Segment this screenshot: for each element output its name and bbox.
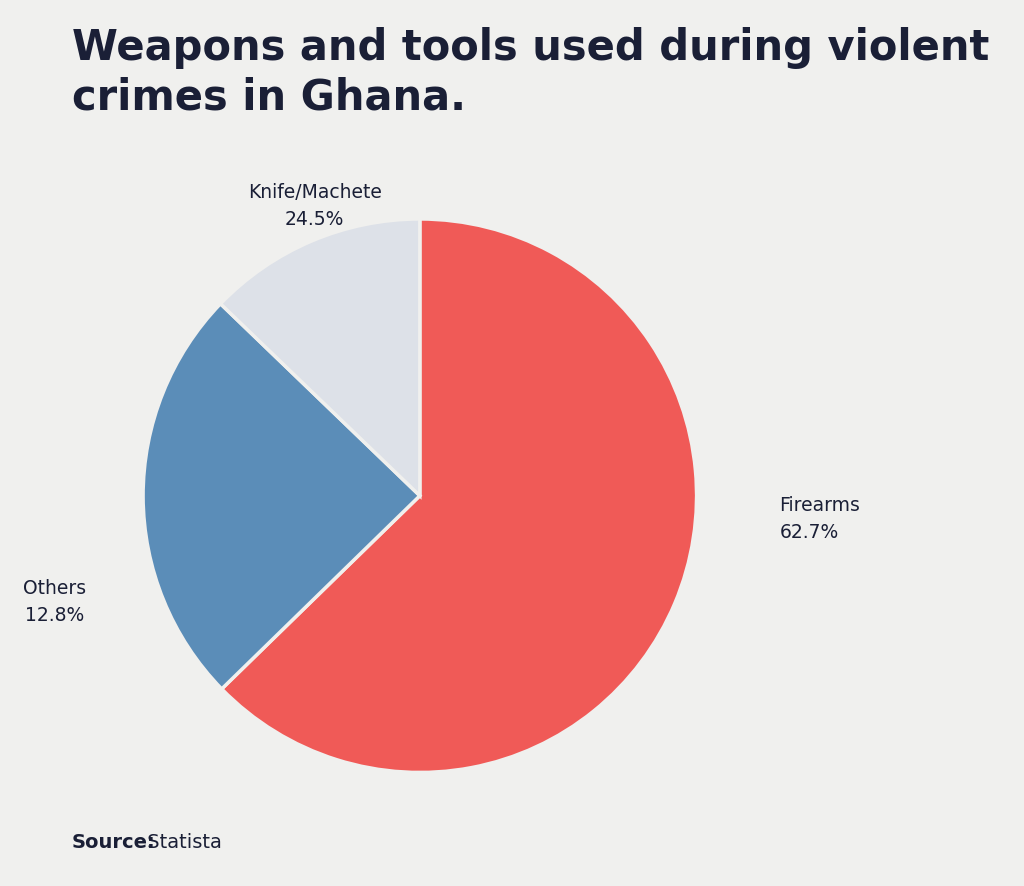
Text: Knife/Machete
24.5%: Knife/Machete 24.5% bbox=[248, 183, 382, 229]
Text: Others
12.8%: Others 12.8% bbox=[23, 579, 86, 624]
Text: Statista: Statista bbox=[141, 832, 222, 851]
Text: Source:: Source: bbox=[72, 832, 156, 851]
Wedge shape bbox=[222, 220, 696, 773]
Wedge shape bbox=[143, 305, 420, 689]
Wedge shape bbox=[220, 220, 420, 496]
Text: Weapons and tools used during violent
crimes in Ghana.: Weapons and tools used during violent cr… bbox=[72, 27, 989, 119]
Text: Firearms
62.7%: Firearms 62.7% bbox=[779, 495, 860, 541]
